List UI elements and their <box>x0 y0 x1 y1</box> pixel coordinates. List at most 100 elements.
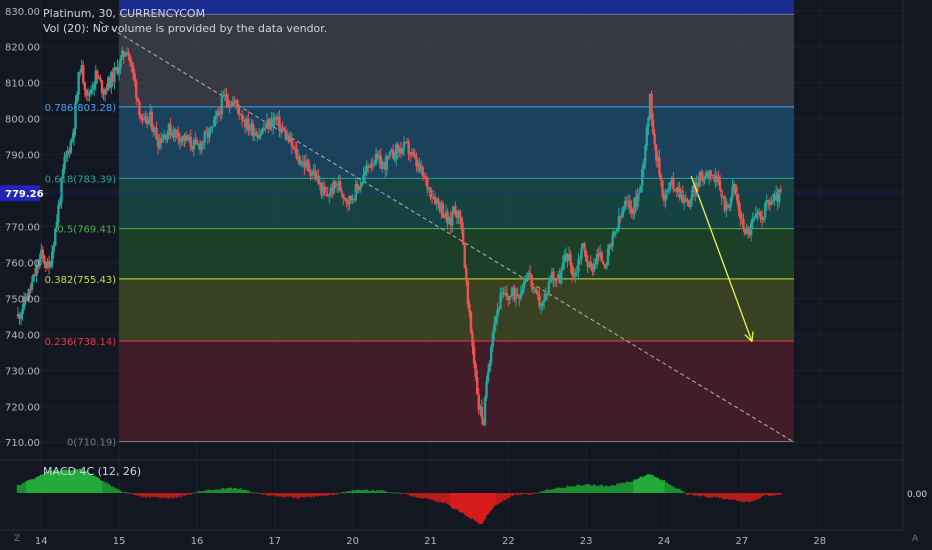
candle-body <box>525 277 529 281</box>
candle-body <box>256 135 259 139</box>
macd-bar <box>555 487 558 493</box>
candle-body <box>265 120 269 128</box>
candle-body <box>605 265 608 269</box>
candle-body <box>779 189 782 192</box>
macd-bar <box>303 493 306 498</box>
candle-body <box>575 271 579 273</box>
macd-histogram <box>0 459 903 525</box>
candle-body <box>567 253 571 261</box>
candle-body <box>170 132 174 136</box>
candle-body <box>35 265 38 276</box>
candle-body <box>546 293 549 295</box>
candle-body <box>136 97 139 102</box>
macd-bar <box>354 490 357 493</box>
candle-body <box>642 162 645 170</box>
macd-bar <box>443 493 446 503</box>
macd-bar <box>18 484 21 493</box>
macd-bar <box>128 493 132 495</box>
candle-body <box>658 156 661 175</box>
macd-bar <box>527 493 530 495</box>
candle-body <box>74 101 77 129</box>
candle-body <box>521 289 524 294</box>
macd-bar <box>392 492 395 494</box>
fibonacci-retracement[interactable]: 0.786(803.28) 0.618(783.39) 0.5(769.41) 0.3… <box>45 0 795 449</box>
macd-bar <box>348 491 351 493</box>
candle-body <box>16 314 20 317</box>
candle-body <box>261 128 264 134</box>
macd-bar <box>477 493 480 524</box>
arrow-head <box>751 331 754 342</box>
macd-bar <box>650 474 653 493</box>
candle-body <box>200 141 203 150</box>
macd-bar <box>571 486 574 493</box>
macd-bar <box>290 493 294 497</box>
macd-bar <box>226 488 230 493</box>
macd-bar <box>463 493 466 515</box>
candle-body <box>502 292 505 295</box>
macd-bar <box>217 489 220 493</box>
candle-body <box>220 96 224 115</box>
macd-bar <box>594 485 597 493</box>
candle-body <box>756 213 759 215</box>
candle-body <box>88 92 91 95</box>
macd-bar <box>337 492 340 494</box>
macd-bar <box>539 492 543 493</box>
macd-bar <box>606 486 610 493</box>
macd-bar <box>301 493 304 498</box>
macd-bar <box>437 493 440 503</box>
macd-bar <box>483 493 487 520</box>
fib-level-label: 0.236(738.14) <box>45 337 117 348</box>
candle-body <box>614 231 617 233</box>
candle-body <box>413 154 417 157</box>
macd-bar <box>552 489 555 493</box>
macd-bar <box>195 492 199 493</box>
macd-legend[interactable]: MACD 4C (12, 26) <box>43 465 142 478</box>
candle-body <box>401 148 404 154</box>
candle-body <box>404 141 407 143</box>
candle-body <box>530 274 533 288</box>
candle-body <box>412 152 415 155</box>
candle-body <box>326 194 329 196</box>
projection-arrow[interactable] <box>690 175 754 343</box>
candle-body <box>91 88 94 91</box>
price-tick-label: 750.00 <box>5 294 40 305</box>
candle-body <box>201 141 205 143</box>
macd-bar <box>334 493 337 495</box>
candle-body <box>773 194 776 201</box>
trend-line[interactable] <box>99 21 795 443</box>
candle-body <box>310 173 314 176</box>
candle-body <box>477 394 480 410</box>
candle-body <box>701 177 705 182</box>
candle-body <box>324 193 328 195</box>
volume-legend[interactable]: Vol (20): No volume is provided by the d… <box>43 22 328 35</box>
macd-bar <box>543 491 546 493</box>
macd-bar <box>216 489 219 493</box>
macd-bar <box>701 493 705 496</box>
arrow-shaft <box>690 175 753 342</box>
candle-body <box>114 66 118 68</box>
macd-bar <box>767 493 770 496</box>
candle-body <box>248 129 252 131</box>
fib-level-label: 0.382(755.43) <box>45 275 117 286</box>
symbol-legend[interactable]: Platinum, 30, CURRENCYCOM <box>43 7 206 20</box>
macd-bar <box>135 493 138 496</box>
candle-body <box>415 156 418 167</box>
macd-bar <box>295 493 298 498</box>
auto-scale-button[interactable]: A <box>912 534 919 544</box>
macd-bar <box>465 493 468 517</box>
candle-body <box>18 314 21 319</box>
candle-body <box>625 201 628 203</box>
macd-bar <box>583 485 586 493</box>
candle-body <box>349 195 353 201</box>
z-button[interactable]: Z <box>14 534 21 544</box>
candle-body <box>273 117 276 119</box>
candle-body <box>429 187 432 198</box>
macd-bar <box>374 491 378 493</box>
macd-bar <box>547 490 550 493</box>
candle-body <box>359 186 362 191</box>
macd-bar <box>676 488 680 493</box>
candle-body <box>175 129 178 132</box>
candle-body <box>553 279 557 281</box>
candle-body <box>156 139 160 148</box>
